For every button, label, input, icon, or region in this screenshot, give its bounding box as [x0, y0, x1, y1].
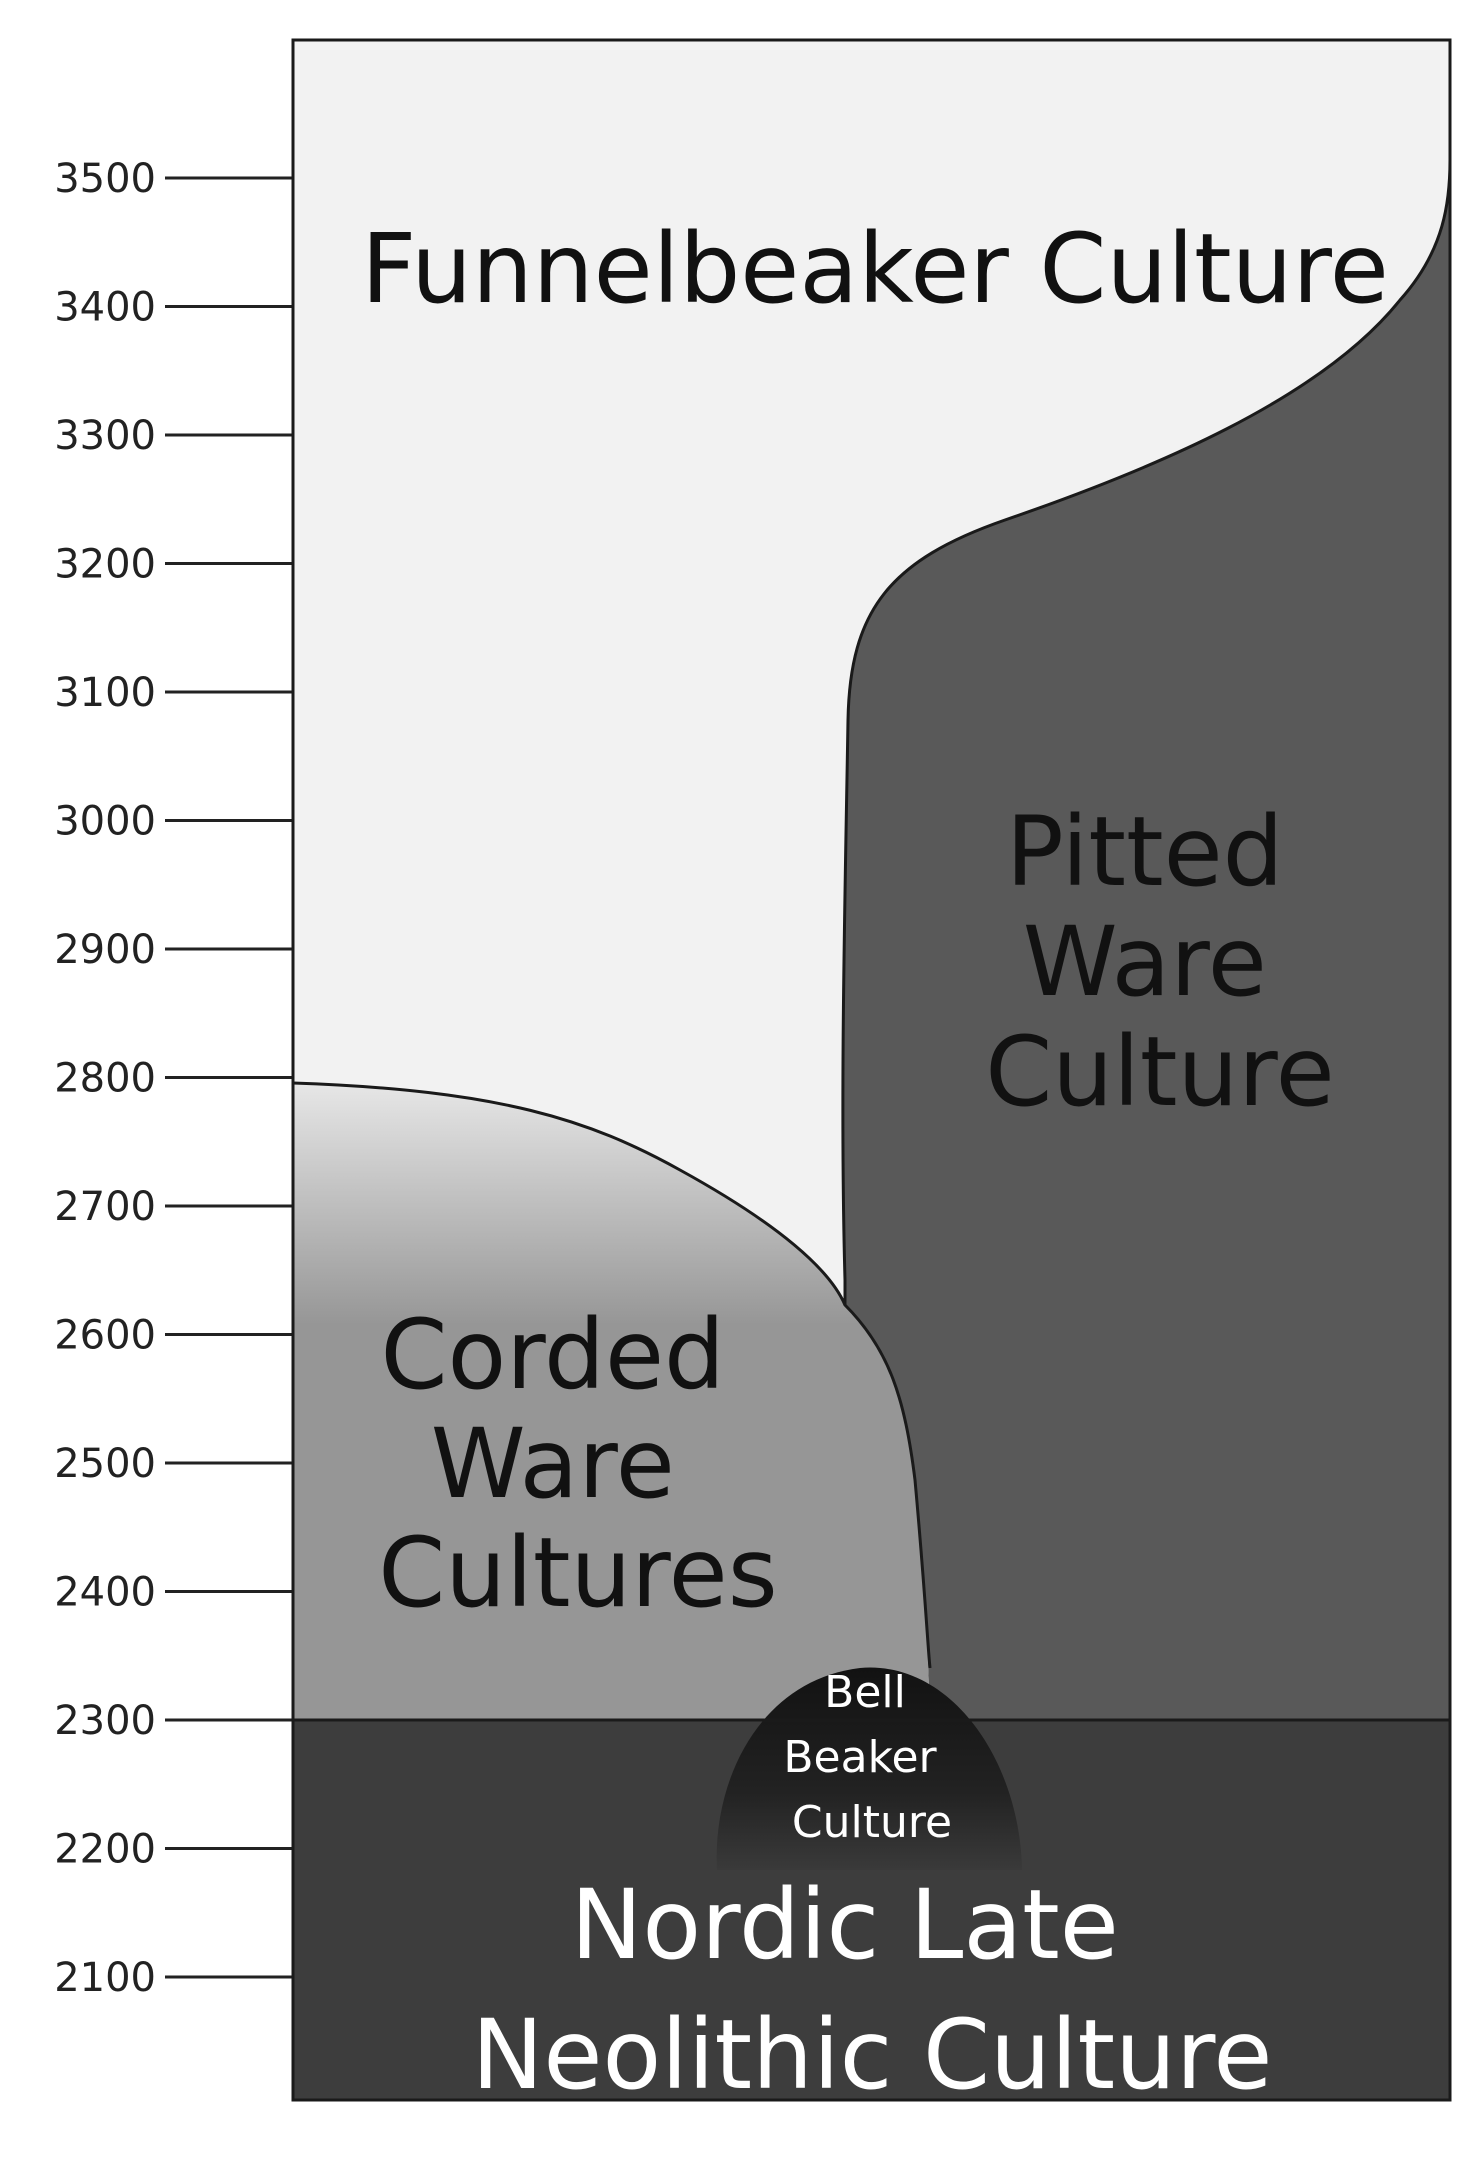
axis-tick-label-2600: 2600 — [54, 1313, 156, 1359]
axis-tick-label-3500: 3500 — [54, 156, 156, 202]
corded-ware-label-line-3: Cultures — [378, 1517, 777, 1629]
funnelbeaker-label: Funnelbeaker Culture — [361, 213, 1389, 325]
axis-tick-label-3400: 3400 — [54, 285, 156, 331]
axis-tick-label-2400: 2400 — [54, 1570, 156, 1616]
nordic-late-neolithic-label: Nordic Late Neolithic Culture — [472, 1869, 1273, 2111]
axis-tick-label-3100: 3100 — [54, 670, 156, 716]
diagram-frame — [291, 38, 1452, 2102]
axis-tick-label-2800: 2800 — [54, 1056, 156, 1102]
nordic-label-line-2: Neolithic Culture — [472, 1999, 1273, 2111]
bell-beaker-region — [716, 1667, 1022, 1870]
axis-tick-label-3300: 3300 — [54, 413, 156, 459]
axis-tick-label-2900: 2900 — [54, 927, 156, 973]
bell-beaker-label-line-2: Beaker — [783, 1732, 937, 1783]
corded-ware-label-line-1: Corded — [381, 1299, 725, 1411]
nordic-label-line-1: Nordic Late — [571, 1869, 1119, 1981]
axis-tick-label-3200: 3200 — [54, 542, 156, 588]
pitted-ware-label: Pitted Ware Culture — [985, 796, 1334, 1128]
axis-tick-label-2100: 2100 — [54, 1955, 156, 2001]
axis-tick-label-2700: 2700 — [54, 1184, 156, 1230]
axis-tick-label-2200: 2200 — [54, 1827, 156, 1873]
funnelbeaker-pitted-boundary — [841, 159, 1452, 1305]
corded-ware-region — [293, 1083, 930, 1720]
pitted-ware-label-line-1: Pitted — [1006, 796, 1284, 908]
pitted-ware-region — [842, 160, 1450, 1720]
corded-ware-boundary — [292, 1081, 932, 1669]
year-axis: 3500 3400 3300 3200 3100 3000 2900 2800 2700 2600… — [54, 156, 293, 2001]
pitted-ware-label-line-2: Ware — [1023, 906, 1267, 1018]
axis-tick-label-2300: 2300 — [54, 1698, 156, 1744]
corded-ware-label: Corded Ware Cultures — [378, 1299, 777, 1629]
bell-beaker-label-line-1: Bell — [824, 1667, 906, 1718]
axis-tick-label-2500: 2500 — [54, 1441, 156, 1487]
bell-beaker-label: Bell Beaker Culture — [783, 1667, 952, 1848]
corded-ware-label-line-2: Ware — [431, 1408, 675, 1520]
bell-beaker-label-line-3: Culture — [792, 1797, 952, 1848]
axis-tick-label-3000: 3000 — [54, 799, 156, 845]
pitted-ware-label-line-3: Culture — [985, 1016, 1334, 1128]
